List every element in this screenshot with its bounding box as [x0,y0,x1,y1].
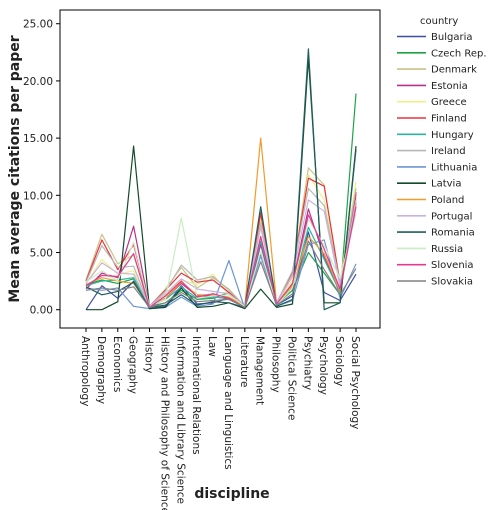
legend: country Bulgaria Czech Rep. Denmark Estonia… [397,16,487,288]
plot-frame [59,9,381,329]
series-line-portugal [85,199,357,307]
x-tick-label: Economics [111,336,123,392]
x-tick-label: Social Psychology [349,336,361,429]
x-tick-label: Language and Linguistics [222,336,234,470]
x-axis-label: discipline [194,486,269,502]
y-tick-label: 20.00 [23,76,53,88]
y-tick-label: 10.00 [23,190,53,202]
x-tick-label: Philosophy [270,336,282,393]
legend-label-slovakia: Slovakia [431,277,473,288]
series-line-slovenia [85,206,357,308]
legend-label-russia: Russia [431,244,463,255]
x-axis-ticks: Anthropology Demography Economics Geography… [79,328,361,510]
y-axis-ticks: 0.00 5.00 10.00 15.00 20.00 25.00 [23,19,60,317]
legend-label-czech-rep: Czech Rep. [431,48,487,59]
legend-label-finland: Finland [431,114,467,125]
legend-label-greece: Greece [431,97,467,108]
series-line-slovakia [85,240,357,308]
x-tick-label: Law [206,336,218,357]
y-axis-label: Mean average citations per paper [7,35,23,302]
legend-label-romania: Romania [431,228,475,239]
x-tick-label: Sociology [333,336,345,386]
y-tick-label: 15.00 [23,133,53,145]
x-tick-label: Management [254,336,266,405]
x-tick-label: Literature [238,336,250,387]
legend-label-lithuania: Lithuania [431,162,477,173]
x-tick-label: International Relations [190,336,202,455]
legend-title: country [420,16,458,27]
legend-label-estonia: Estonia [431,81,468,92]
legend-label-hungary: Hungary [431,130,474,141]
series-line-romania [85,48,357,311]
legend-label-portugal: Portugal [431,211,472,222]
x-tick-label: Psychiatry [301,336,313,390]
x-tick-label: Anthropology [79,336,91,406]
series-line-lithuania [85,239,357,310]
legend-label-latvia: Latvia [431,179,461,190]
series-lines [85,48,357,311]
x-tick-label: History and Philosophy of Science [158,336,170,510]
y-tick-label: 0.00 [30,305,53,317]
legend-label-bulgaria: Bulgaria [431,32,472,43]
y-tick-label: 5.00 [30,248,53,260]
series-line-hungary [85,202,357,307]
legend-label-ireland: Ireland [431,146,466,157]
x-tick-label: Psychology [317,336,329,395]
legend-label-denmark: Denmark [431,65,477,76]
x-tick-label: History [143,336,155,373]
x-tick-label: Demography [95,336,107,404]
x-tick-label: Information and Library Science [174,336,186,504]
x-tick-label: Political Science [285,336,297,420]
legend-label-slovenia: Slovenia [431,260,474,271]
legend-label-poland: Poland [431,195,464,206]
y-tick-label: 25.00 [23,19,53,31]
x-tick-label: Geography [127,336,139,394]
